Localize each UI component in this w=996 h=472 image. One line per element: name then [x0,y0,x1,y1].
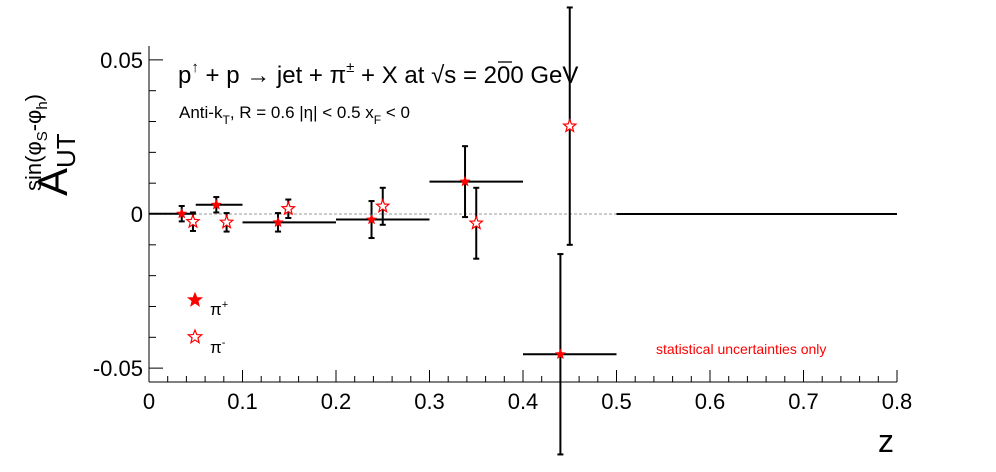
pi-minus-point [562,117,578,133]
pi-plus-point [176,207,188,219]
x-tick-label: 0.3 [414,389,445,414]
pi-plus-point [272,216,284,228]
y-axis-label: AUT sin(φS-φh) [21,94,81,196]
pi-plus-point [210,199,222,210]
pi-plus-point [366,213,378,225]
x-tick-label: 0.2 [321,389,352,414]
chart-title: p↑ + p → jet + π± + X at √s = 200 GeV [178,59,578,89]
legend-marker-pi-plus [186,291,204,307]
legend-label-pi-plus: π+ [210,299,228,319]
y-tick-label: -0.05 [93,356,143,381]
x-tick-label: 0.1 [227,389,258,414]
legend-marker-pi-minus [186,328,204,345]
x-tick-label: 0.6 [695,389,726,414]
pi-minus-point [280,200,297,216]
x-tick-label: 0.8 [882,389,913,414]
svg-text:AUT: AUT [29,133,81,196]
x-tick-label: 0.5 [601,389,632,414]
pi-plus-point [554,348,566,359]
x-tick-label: 0 [143,389,155,414]
y-tick-label: 0.05 [100,48,143,73]
axis-ticks [148,59,898,382]
chart-subtitle: Anti-kT, R = 0.6 |η| < 0.5 xF < 0 [179,103,410,127]
x-tick-label: 0.4 [508,389,539,414]
legend: π+ π- [186,291,228,357]
annotation-statistical: statistical uncertainties only [656,341,826,357]
pi-minus-point [218,214,235,229]
svg-text:sin(φS-φh): sin(φS-φh) [21,94,51,191]
pi-minus-point [375,198,391,213]
pi-plus-point [459,175,471,187]
data-markers [176,117,578,359]
pi-minus-point [468,215,484,230]
legend-star-open [186,328,204,345]
legend-star-filled [186,291,204,307]
x-tick-label: 0.7 [788,389,819,414]
x-axis-label: z [878,423,894,459]
y-tick-label: 0 [131,202,143,227]
legend-label-pi-minus: π- [210,337,226,357]
pi-minus-point [185,213,201,229]
axis-tick-labels: 0 0.1 0.2 0.3 0.4 0.5 0.6 0.7 0.80.050-0.05 [93,48,912,414]
